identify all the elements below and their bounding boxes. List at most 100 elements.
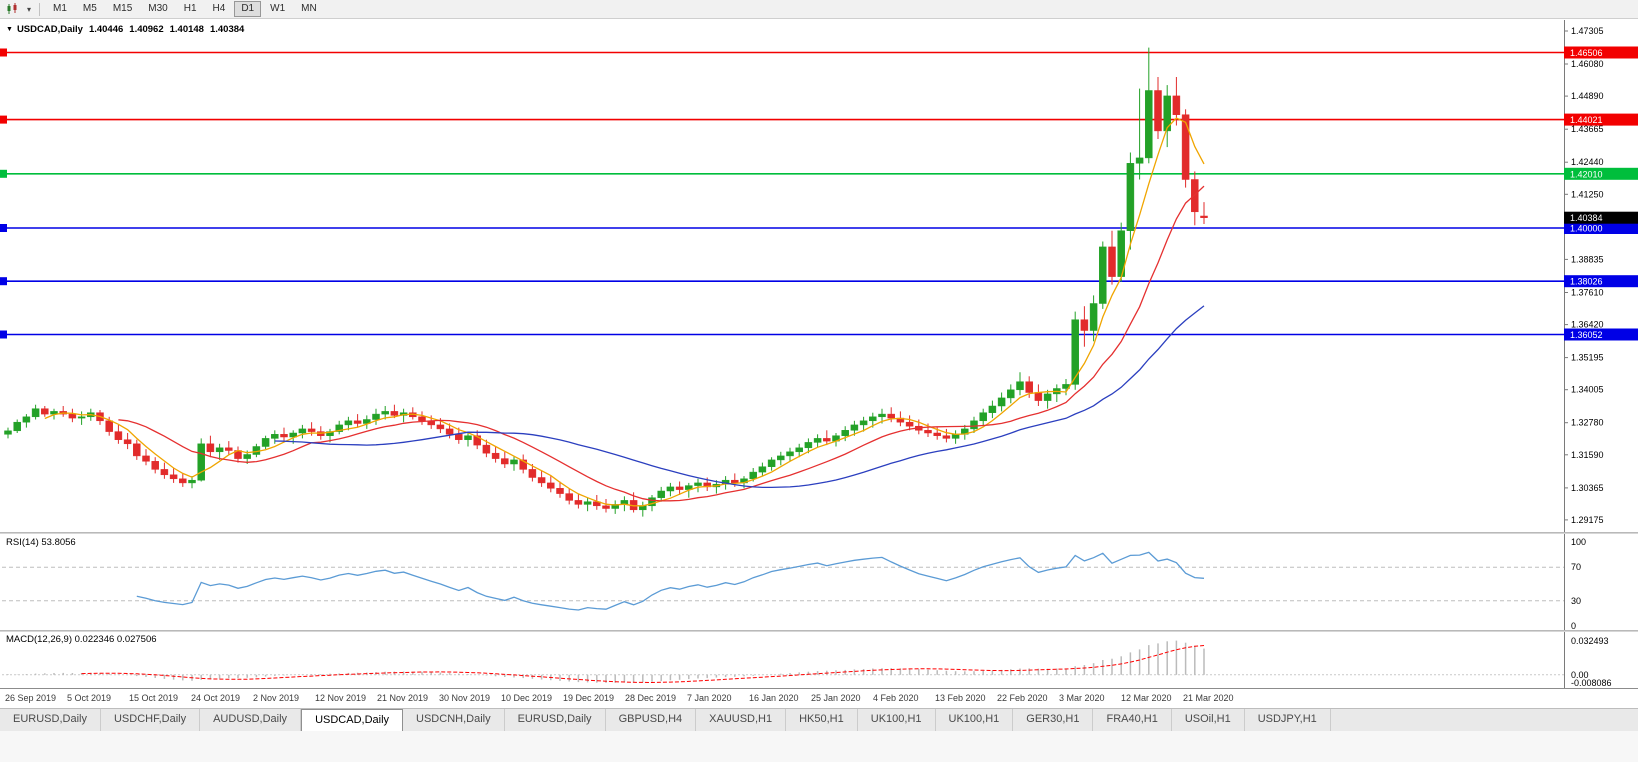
candle [206,435,215,458]
chart-tab-USDCAD-Daily[interactable]: USDCAD,Daily [301,709,404,732]
macd-panel-canvas[interactable]: 0.032493 0.00-0.008086 [0,632,1638,688]
timeframe-button-M5[interactable]: M5 [82,3,97,14]
time-label: 4 Feb 2020 [873,693,919,703]
rsi-axis-label: 70 [1571,562,1581,572]
chart-tab-GER30-H1[interactable]: GER30,H1 [1013,709,1094,732]
candle [482,439,491,458]
price-chart-canvas[interactable]: 1.47305 1.46080 1.44890 1.43665 1.42440 1.412… [0,20,1638,532]
toolbar-divider [39,2,41,16]
candle [335,420,343,435]
price-axis-label: 1.47305 [1571,26,1604,36]
timeframe-button-D1[interactable]: D1 [234,1,262,17]
candle [160,462,169,479]
time-label: 2 Nov 2019 [253,693,300,703]
chart-tab-UK100-H1[interactable]: UK100,H1 [935,709,1014,732]
candle [675,481,684,495]
panel-separator[interactable] [0,630,1638,632]
time-label: 26 Sep 2019 [5,693,57,703]
time-label: 5 Oct 2019 [67,693,112,703]
candle [179,473,187,487]
candle [169,468,178,483]
candle [813,434,822,448]
price-axis-label: 1.44890 [1571,91,1604,101]
time-label: 30 Nov 2019 [439,693,491,703]
ohlc-low: 1.40148 [169,24,204,35]
chart-type-dropdown-button[interactable]: ▾ [23,1,34,17]
candle [611,500,619,514]
time-label: 10 Dec 2019 [501,693,553,703]
price-tag [1564,46,1638,59]
rsi-panel-canvas[interactable]: 100 70 30 0 [0,534,1638,630]
chart-tab-AUDUSD-Daily[interactable]: AUDUSD,Daily [200,709,302,732]
candle [4,427,12,439]
candle [1034,384,1043,406]
panel-separator[interactable] [0,532,1638,534]
chart-menu-icon[interactable]: ▼ [6,26,13,33]
candle [409,407,417,420]
time-label: 13 Feb 2020 [935,693,986,703]
price-tag-label: 1.36052 [1570,330,1603,340]
time-label: 12 Mar 2020 [1121,693,1172,703]
candle [988,400,997,419]
rsi-axis-label: 0 [1571,621,1576,630]
chart-tab-USDCHF-Daily[interactable]: USDCHF,Daily [100,709,201,732]
hline-left-anchor [0,330,7,339]
chart-tab-EURUSD-Daily[interactable]: EURUSD,Daily [504,709,606,732]
hline-left-anchor [0,277,7,286]
candle [13,419,21,433]
candle [464,431,472,447]
time-axis[interactable]: 26 Sep 2019 5 Oct 2019 15 Oct 2019 24 Oct 2… [0,688,1638,708]
candle [1145,47,1153,164]
candle [390,404,399,419]
timeframe-button-M30[interactable]: M30 [148,3,168,14]
time-label: 3 Mar 2020 [1059,693,1105,703]
price-axis-label: 1.38835 [1571,254,1604,264]
candle [1080,306,1089,347]
time-label: 24 Oct 2019 [191,693,241,703]
timeframe-button-H4[interactable]: H4 [212,3,226,14]
price-axis-label: 1.29175 [1571,515,1604,525]
candle [1135,88,1144,180]
candle [298,424,307,439]
candle [188,476,196,489]
hline-left-anchor [0,224,7,232]
chart-tab-EURUSD-Daily[interactable]: EURUSD,Daily [0,709,101,732]
chart-tab-USDJPY-H1[interactable]: USDJPY,H1 [1244,709,1331,732]
candle [850,420,859,436]
chart-tab-XAUUSD-H1[interactable]: XAUUSD,H1 [696,709,787,732]
price-tag [1564,167,1638,180]
timeframe-button-M1[interactable]: M1 [53,3,67,14]
hline-left-anchor [0,115,7,124]
candle [666,482,675,497]
chart-type-button[interactable] [3,1,23,17]
chart-tab-HK50-H1[interactable]: HK50,H1 [786,709,858,732]
candle [59,406,67,417]
chart-tab-GBPUSD-H4[interactable]: GBPUSD,H4 [605,709,697,732]
candle [758,462,767,477]
chart-tab-USDCNH-Daily[interactable]: USDCNH,Daily [403,709,505,732]
macd-label: MACD(12,26,9) 0.022346 0.027506 [6,634,157,645]
price-tag [1564,275,1638,288]
candle [1108,230,1116,285]
candle [510,455,518,471]
candle [905,415,914,431]
chart-tab-UK100-H1[interactable]: UK100,H1 [857,709,936,732]
candle [344,416,353,431]
candle [694,478,702,493]
chart-tab-FRA40-H1[interactable]: FRA40,H1 [1093,709,1172,732]
candle [151,457,159,474]
timeframe-button-MN[interactable]: MN [301,3,317,14]
price-axis-label: 1.46080 [1571,59,1604,69]
candle [951,430,960,444]
time-label: 28 Dec 2019 [625,693,677,703]
price-axis-label: 1.34005 [1571,385,1604,395]
candle [574,493,583,509]
time-label: 25 Jan 2020 [811,693,861,703]
timeframe-button-H1[interactable]: H1 [183,3,197,14]
candle [114,424,123,444]
chart-tab-USOil-H1[interactable]: USOil,H1 [1171,709,1245,732]
macd-axis-label: 0.032493 [1571,636,1609,646]
timeframe-button-M15[interactable]: M15 [112,3,133,14]
timeframe-button-W1[interactable]: W1 [270,3,286,14]
candle [823,430,831,446]
